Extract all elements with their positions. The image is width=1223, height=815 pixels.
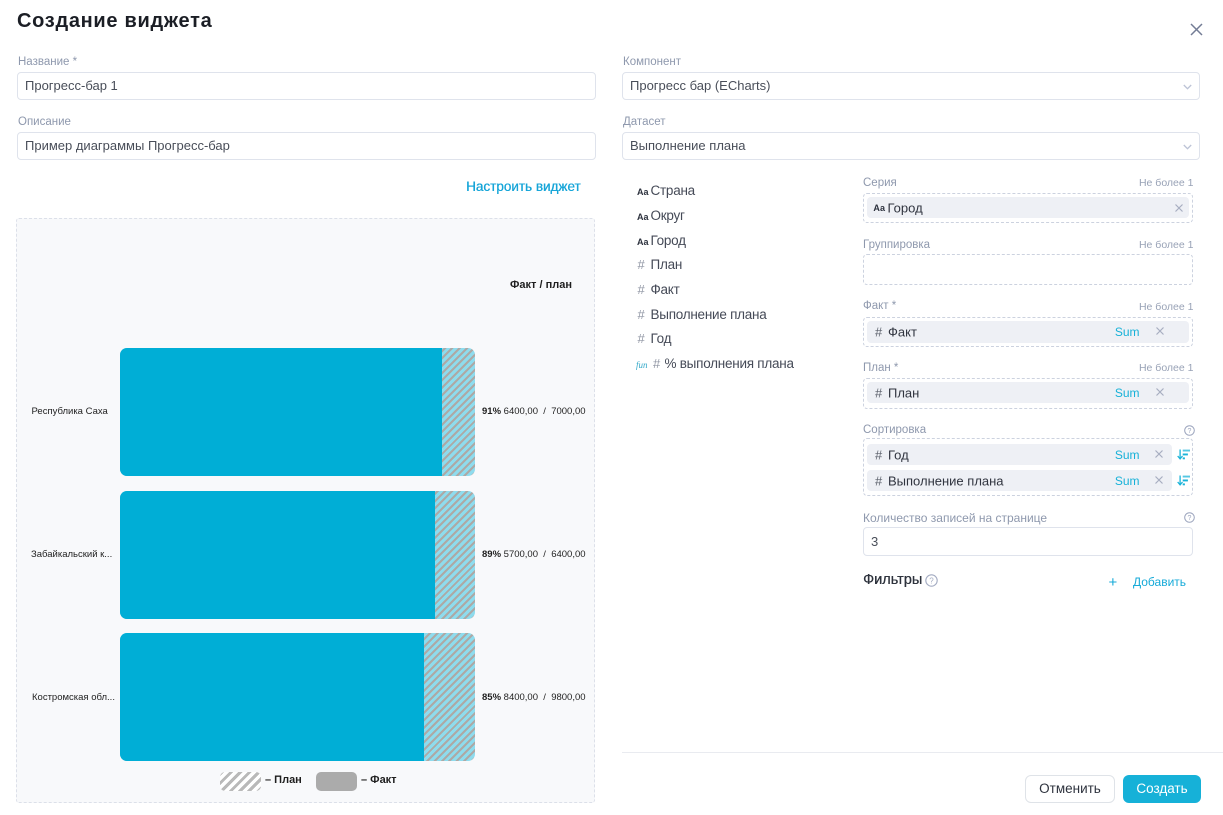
svg-text:?: ? [1188, 515, 1192, 522]
svg-text:?: ? [1188, 428, 1192, 435]
svg-text:?: ? [930, 576, 935, 585]
